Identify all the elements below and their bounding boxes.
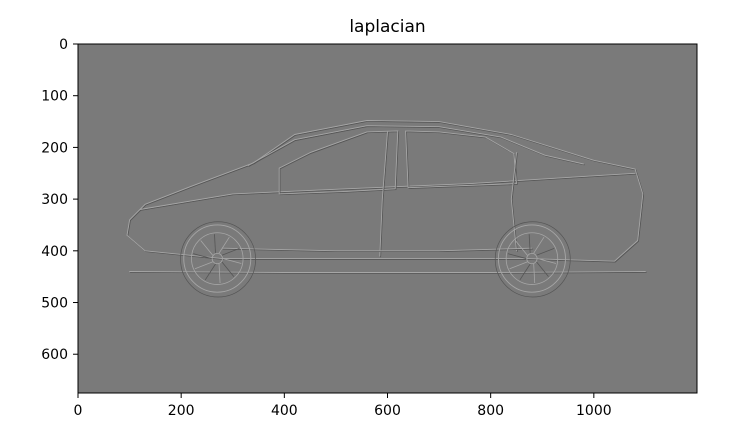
chart-title: laplacian: [349, 17, 425, 37]
front-wheel-spoke: [218, 263, 221, 283]
y-tick-label: 0: [59, 37, 68, 53]
y-tick-label: 300: [41, 192, 68, 208]
rear-wheel-spoke: [528, 234, 531, 254]
front-wheel-spoke: [214, 234, 216, 254]
front-wheel-spoke: [221, 247, 240, 256]
y-tick-label: 400: [41, 244, 68, 260]
front-wheel-hub: [211, 253, 223, 265]
ground-line-shadow: [129, 271, 647, 274]
door-split-rear: [510, 152, 517, 252]
front-wheel-spoke: [221, 261, 235, 277]
rear-wheel-arch: [494, 221, 571, 298]
rear-wheel-spoke: [519, 263, 531, 281]
door-split-front-shadow: [380, 132, 389, 258]
front-wheel-spoke: [204, 263, 216, 281]
front-wheel-spoke: [200, 240, 213, 256]
rear-wheel-spoke: [537, 258, 557, 264]
window-rear: [405, 130, 517, 189]
rear-wheel-rim: [505, 232, 559, 285]
y-tick-label: 200: [41, 140, 68, 156]
x-axis: 0 200 400 600 800 1000: [74, 393, 612, 419]
front-wheel-rim: [191, 232, 244, 285]
x-tick-label: 1000: [576, 403, 612, 419]
body-outline: [126, 120, 644, 262]
front-wheel-spoke: [222, 258, 242, 264]
body-outline-shadow: [127, 120, 645, 263]
rear-wheel-spoke: [507, 253, 527, 259]
window-rear-shadow: [405, 131, 518, 189]
x-tick-label: 400: [271, 403, 298, 419]
rear-wheel-spoke: [536, 247, 555, 256]
y-axis: 0 100 200 300 400 500 600: [41, 37, 78, 363]
window-front: [278, 130, 399, 195]
front-wheel-spoke: [218, 236, 230, 254]
laplacian-image: [126, 120, 647, 298]
image-area: [78, 44, 697, 393]
rear-wheel-hub: [526, 253, 538, 265]
roof-line-shadow: [248, 126, 585, 167]
x-tick-label: 0: [74, 403, 83, 419]
x-tick-label: 600: [374, 403, 401, 419]
front-wheel-spoke: [194, 261, 213, 270]
x-tick-label: 200: [168, 403, 195, 419]
window-front-shadow: [279, 131, 400, 196]
front-wheel-spoke: [193, 253, 212, 259]
sill-line: [221, 247, 533, 252]
front-wheel: [183, 224, 252, 293]
y-tick-label: 500: [41, 296, 68, 312]
rear-wheel-spoke: [533, 236, 545, 254]
rear-wheel: [497, 224, 566, 293]
y-tick-label: 600: [41, 347, 68, 363]
door-split-front: [379, 131, 388, 257]
y-tick-label: 100: [41, 89, 68, 105]
door-split-rear-shadow: [511, 152, 518, 253]
x-tick-label: 800: [477, 403, 504, 419]
rear-wheel-spoke: [515, 240, 528, 256]
rear-wheel-spoke: [533, 263, 536, 283]
rear-wheel-spoke: [509, 261, 528, 270]
sill-line-shadow: [222, 248, 534, 253]
roof-line: [247, 125, 584, 166]
front-wheel-arch: [180, 221, 256, 298]
rear-wheel-spoke: [536, 261, 549, 277]
